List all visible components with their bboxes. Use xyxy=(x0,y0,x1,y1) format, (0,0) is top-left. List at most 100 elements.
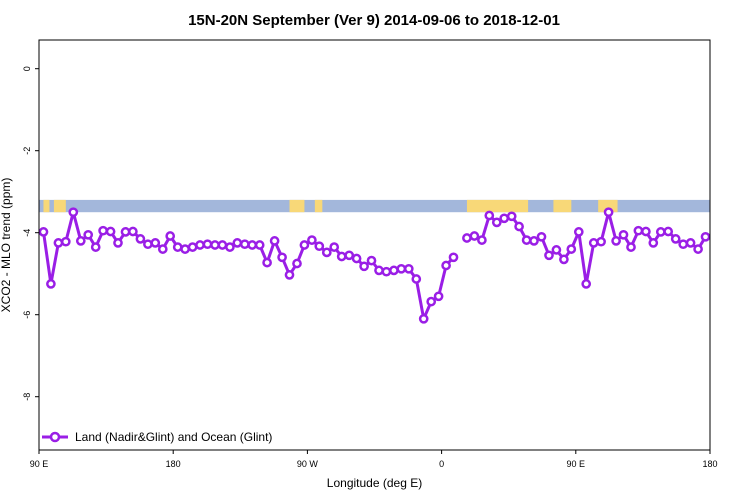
data-point xyxy=(469,231,480,241)
y-tick-label: -4 xyxy=(22,229,32,237)
data-point xyxy=(484,210,495,221)
y-axis-label: XCO2 - MLO trend (ppm) xyxy=(0,178,13,313)
data-point xyxy=(506,211,517,222)
data-point xyxy=(581,279,592,289)
data-point xyxy=(389,265,399,276)
data-point xyxy=(448,252,459,263)
data-point xyxy=(641,226,651,237)
data-point xyxy=(433,291,444,302)
data-point xyxy=(210,240,220,250)
data-point xyxy=(83,229,94,240)
data-point xyxy=(299,240,310,250)
y-tick-label: -2 xyxy=(22,147,32,155)
data-point xyxy=(284,270,295,280)
data-point xyxy=(491,217,502,228)
data-point xyxy=(180,244,190,254)
x-tick-label: 90 W xyxy=(297,459,319,469)
ocean-band xyxy=(39,199,710,213)
data-point xyxy=(75,236,86,246)
data-point xyxy=(663,226,674,237)
data-point xyxy=(60,236,71,247)
data-point xyxy=(462,233,472,243)
data-point xyxy=(611,236,621,246)
x-tick-label: 180 xyxy=(166,459,181,469)
data-point xyxy=(411,274,422,284)
land-segment xyxy=(553,199,572,213)
legend: Land (Nadir&Glint) and Ocean (Glint) xyxy=(42,430,272,444)
land-segment xyxy=(53,199,66,213)
data-point xyxy=(38,227,49,237)
data-point xyxy=(277,252,287,263)
data-point xyxy=(655,227,666,237)
data-point xyxy=(165,231,176,241)
data-point xyxy=(678,239,689,250)
data-point xyxy=(202,239,213,250)
chart-title: 15N-20N September (Ver 9) 2014-09-06 to … xyxy=(188,12,560,29)
series-line xyxy=(466,210,707,286)
data-point xyxy=(529,236,539,246)
data-point xyxy=(670,234,681,244)
data-point xyxy=(381,266,392,277)
x-tick-label: 180 xyxy=(702,459,717,469)
data-point xyxy=(521,235,532,245)
data-point xyxy=(143,239,153,250)
data-point xyxy=(426,296,437,307)
data-point xyxy=(566,244,577,254)
y-axis: 0 -2 -4 -6 -8 xyxy=(22,66,39,401)
data-point xyxy=(98,225,108,236)
plot-frame xyxy=(38,39,711,451)
data-point xyxy=(90,242,101,252)
land-segment xyxy=(289,199,305,213)
data-point xyxy=(648,238,659,248)
data-point xyxy=(254,240,265,250)
data-point xyxy=(374,265,384,276)
data-point xyxy=(307,235,317,245)
data-point xyxy=(499,213,510,224)
land-segment xyxy=(598,199,618,213)
data-point xyxy=(217,240,228,250)
data-point xyxy=(344,250,355,261)
data-point xyxy=(225,242,235,252)
data-point xyxy=(321,247,332,258)
data-point xyxy=(396,263,407,274)
x-tick-label: 90 E xyxy=(567,459,586,469)
x-tick-label: 0 xyxy=(439,459,444,469)
data-point xyxy=(633,225,644,236)
data-point xyxy=(693,244,703,254)
land-segment xyxy=(43,199,50,213)
data-point xyxy=(514,221,524,232)
map-band xyxy=(39,199,710,213)
data-point xyxy=(172,242,183,252)
data-point xyxy=(359,261,369,272)
data-point xyxy=(588,238,599,248)
data-point xyxy=(53,238,64,248)
data-point xyxy=(700,231,711,242)
data-point xyxy=(544,250,554,261)
data-point xyxy=(314,241,325,252)
data-point xyxy=(336,251,347,262)
x-axis: 90 E 180 90 W 0 90 E 180 xyxy=(30,450,718,469)
data-point xyxy=(113,238,123,248)
legend-marker xyxy=(49,431,61,443)
land-segment xyxy=(314,199,323,213)
data-point xyxy=(403,263,414,274)
data-point xyxy=(150,238,161,248)
data-point xyxy=(351,253,362,264)
data-point xyxy=(551,245,562,255)
data-point xyxy=(626,242,636,252)
data-point xyxy=(536,231,547,242)
data-point xyxy=(105,226,116,237)
data-point xyxy=(418,313,429,324)
data-point xyxy=(157,244,168,254)
series-layer xyxy=(38,207,711,324)
data-point xyxy=(618,229,629,240)
data-point xyxy=(603,207,614,218)
data-point xyxy=(685,238,696,248)
data-point xyxy=(187,242,198,252)
land-segment xyxy=(466,199,529,213)
data-point xyxy=(46,279,56,289)
data-point xyxy=(441,260,451,271)
data-point xyxy=(366,255,377,266)
data-point xyxy=(128,226,138,237)
